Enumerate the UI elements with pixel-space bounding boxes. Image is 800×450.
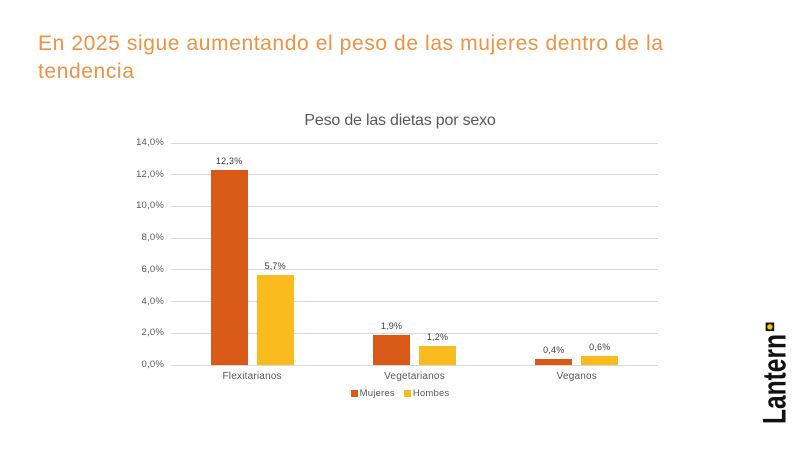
y-axis-tick-label: 12,0% xyxy=(136,168,164,180)
gridline xyxy=(171,205,658,207)
legend-label: Hombes xyxy=(412,388,450,399)
y-axis-tick-label: 14,0% xyxy=(136,137,164,148)
y-axis-tick-label: 4,0% xyxy=(141,295,164,307)
bar-hombes-flexitarianos xyxy=(256,274,294,365)
legend-swatch-icon xyxy=(350,390,358,397)
y-axis-tick-label: 2,0% xyxy=(141,327,164,339)
category-label: Vegetarianos xyxy=(384,371,445,382)
logo-wordmark: Lantern xyxy=(761,334,791,424)
bar-hombes-veganos xyxy=(581,355,619,365)
plot-area: 0,0% 2,0% 4,0% 6,0% 8,0% 10,0% 12,0% 14,0% 12,3%… xyxy=(136,137,658,382)
bar-value-label: 1,2% xyxy=(426,331,449,342)
y-axis-tick-label: 8,0% xyxy=(141,232,164,244)
bar-mujeres-vegetarianos xyxy=(373,334,410,365)
bar-mujeres-flexitarianos xyxy=(210,169,248,365)
logo-mark-dot xyxy=(767,324,773,330)
y-axis-tick-label: 10,0% xyxy=(136,200,164,212)
gridline xyxy=(171,332,658,334)
y-axis-tick-label: 0,0% xyxy=(141,359,164,370)
gridline xyxy=(171,142,658,144)
bar-value-label: 12,3% xyxy=(215,155,243,166)
gridline xyxy=(171,301,658,303)
category-label: Flexitarianos xyxy=(222,371,282,382)
legend-swatch-icon xyxy=(403,390,411,397)
y-axis-tick-label: 6,0% xyxy=(141,263,164,275)
legend-item-mujeres: Mujeres xyxy=(350,388,395,399)
bar-value-label: 0,6% xyxy=(589,341,611,352)
bar-value-label: 5,7% xyxy=(264,260,286,271)
category-label: Veganos xyxy=(556,371,597,382)
lantern-logo: Lantern xyxy=(761,322,791,424)
gridline xyxy=(171,174,658,176)
bar-value-label: 1,9% xyxy=(380,320,403,331)
gridline xyxy=(171,237,658,239)
slide-title: En 2025 sigue aumentando el peso de las … xyxy=(38,32,664,83)
gridline xyxy=(171,364,658,366)
chart-legend: Mujeres Hombes xyxy=(0,388,800,399)
chart-title: Peso de las dietas por sexo xyxy=(304,112,496,129)
bar-hombes-vegetarianos xyxy=(419,345,456,365)
bar-mujeres-veganos xyxy=(535,358,573,365)
legend-label: Mujeres xyxy=(359,388,395,399)
bar-value-label: 0,4% xyxy=(543,344,565,355)
gridline xyxy=(171,269,658,271)
legend-item-hombes: Hombes xyxy=(403,388,450,399)
